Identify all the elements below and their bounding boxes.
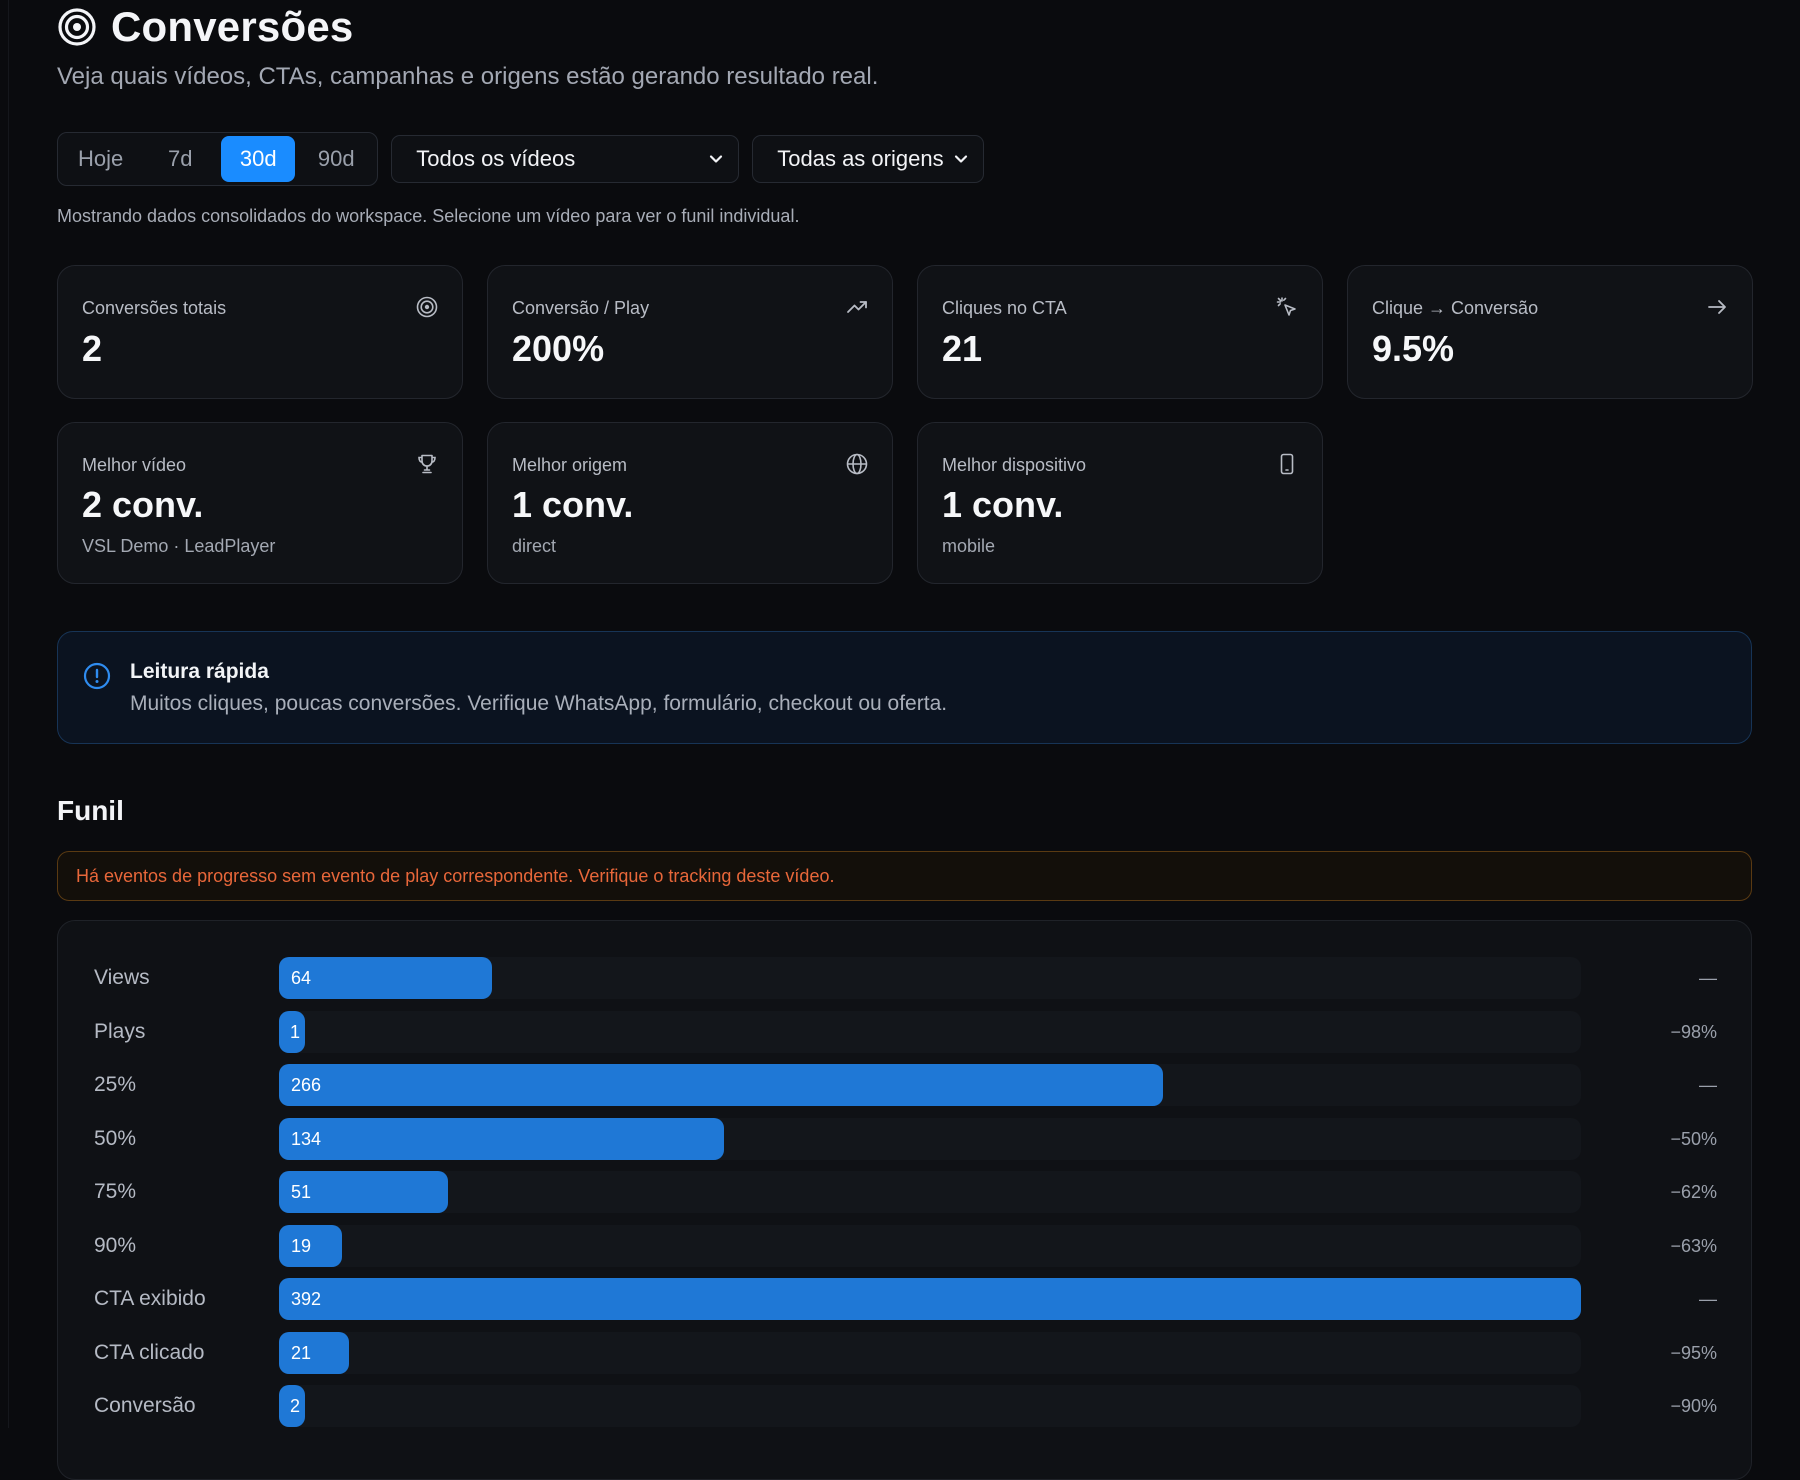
best-value: 1 conv. xyxy=(512,484,634,525)
funnel-stage-label: 50% xyxy=(94,1126,137,1150)
stat-card-total-conversions: Conversões totais 2 xyxy=(57,265,463,399)
stat-label: Conversões totais xyxy=(82,298,227,318)
funnel-bar: 392 xyxy=(279,1278,1581,1320)
trending-up-icon xyxy=(847,301,867,313)
funnel-chart: Views 64 — Plays 1 −98% 25% 266 — 50% 134 −50% 75% 51… xyxy=(57,920,1752,1480)
target-icon xyxy=(57,7,97,47)
video-select-value: Todos os vídeos xyxy=(416,146,576,171)
funnel-stage-label: Plays xyxy=(94,1019,146,1043)
best-video-card: Melhor vídeo 2 conv. VSL Demo · LeadPlay… xyxy=(57,422,463,584)
funnel-change: −63% xyxy=(1670,1235,1717,1256)
funnel-stage-label: CTA clicado xyxy=(94,1340,205,1364)
funnel-row: 90% 19 −63% xyxy=(58,1224,1753,1267)
best-detail: direct xyxy=(512,536,557,556)
stat-label: Cliques no CTA xyxy=(942,298,1067,318)
cursor-click-icon xyxy=(1276,297,1296,316)
globe-icon xyxy=(846,453,868,475)
funnel-row: Views 64 — xyxy=(58,957,1753,999)
funnel-bar-track xyxy=(279,1010,1581,1053)
funnel-row: 75% 51 −62% xyxy=(58,1171,1753,1213)
funnel-bar-track xyxy=(279,1171,1581,1213)
left-divider xyxy=(8,0,9,1428)
smartphone-icon xyxy=(1280,453,1294,475)
funnel-bar: 64 xyxy=(279,957,492,999)
funnel-change: — xyxy=(1699,1289,1717,1309)
funnel-title: Funil xyxy=(57,795,124,826)
info-icon xyxy=(83,662,111,690)
funnel-bar: 1 xyxy=(279,1010,305,1053)
period-today-button[interactable]: Hoje xyxy=(78,146,124,171)
quick-read-title: Leitura rápida xyxy=(130,660,269,683)
funnel-change: −98% xyxy=(1670,1021,1717,1042)
period-30d-button[interactable]: 30d xyxy=(221,136,296,182)
funnel-row: 50% 134 −50% xyxy=(58,1117,1753,1160)
funnel-row: 25% 266 — xyxy=(58,1064,1753,1106)
best-label: Melhor vídeo xyxy=(82,455,187,475)
best-detail: mobile xyxy=(942,536,996,556)
best-value: 2 conv. xyxy=(82,484,204,525)
chevron-down-icon xyxy=(710,155,723,163)
quick-read-banner: Leitura rápida Muitos cliques, poucas co… xyxy=(57,631,1752,744)
funnel-row: Plays 1 −98% xyxy=(58,1010,1753,1053)
period-7d-button[interactable]: 7d xyxy=(168,146,193,171)
funnel-stage-label: Conversão xyxy=(94,1394,196,1417)
funnel-bar-track xyxy=(279,1331,1581,1374)
filters-bar: Hoje 7d 30d 90d Todos os vídeos Todas as… xyxy=(57,132,985,186)
funnel-row: Conversão 2 −90% xyxy=(58,1385,1753,1427)
best-value: 1 conv. xyxy=(942,484,1064,525)
funnel-stage-label: 75% xyxy=(94,1180,137,1203)
page-subtitle: Veja quais vídeos, CTAs, campanhas e ori… xyxy=(57,63,879,90)
quick-read-text: Muitos cliques, poucas conversões. Verif… xyxy=(130,692,948,715)
stat-label: Clique → Conversão xyxy=(1372,298,1539,318)
funnel-stage-label: 90% xyxy=(94,1233,137,1257)
stat-value: 21 xyxy=(942,328,983,369)
funnel-bar: 21 xyxy=(279,1331,349,1374)
chevron-down-icon xyxy=(955,155,968,163)
period-selector: Hoje 7d 30d 90d xyxy=(57,132,379,186)
origin-select[interactable]: Todas as origens xyxy=(752,135,985,183)
funnel-change: −62% xyxy=(1670,1182,1717,1202)
funnel-bar: 2 xyxy=(279,1385,305,1427)
funnel-bar: 266 xyxy=(279,1064,1163,1106)
arrow-right-icon xyxy=(1708,300,1726,314)
best-detail: VSL Demo · LeadPlayer xyxy=(82,536,276,556)
video-select[interactable]: Todos os vídeos xyxy=(391,135,740,183)
stat-label: Conversão / Play xyxy=(512,298,650,318)
tracking-warning: Há eventos de progresso sem evento de pl… xyxy=(57,851,1752,901)
trophy-icon xyxy=(418,454,436,474)
funnel-bar-track xyxy=(279,1385,1581,1427)
period-90d-button[interactable]: 90d xyxy=(317,146,355,171)
funnel-change: −95% xyxy=(1670,1342,1717,1363)
funnel-change: −90% xyxy=(1670,1396,1717,1416)
funnel-bar-track xyxy=(279,1224,1581,1267)
target-icon xyxy=(416,296,438,318)
stat-card-cta-clicks: Cliques no CTA 21 xyxy=(917,265,1323,399)
stat-value: 200% xyxy=(512,328,605,369)
funnel-stage-label: CTA exibido xyxy=(94,1287,206,1310)
page-header: Conversões xyxy=(57,2,353,52)
funnel-bar: 19 xyxy=(279,1224,342,1267)
funnel-row: CTA clicado 21 −95% xyxy=(58,1331,1753,1374)
funnel-bar: 51 xyxy=(279,1171,448,1213)
best-device-card: Melhor dispositivo 1 conv. mobile xyxy=(917,422,1323,584)
funnel-stage-label: Views xyxy=(94,966,150,989)
stat-card-click-to-conversion: Clique → Conversão 9.5% xyxy=(1347,265,1753,399)
funnel-stage-label: 25% xyxy=(94,1073,137,1096)
best-origin-card: Melhor origem 1 conv. direct xyxy=(487,422,893,584)
best-label: Melhor origem xyxy=(512,455,628,475)
origin-select-value: Todas as origens xyxy=(777,146,944,171)
funnel-change: — xyxy=(1699,1075,1717,1095)
funnel-change: −50% xyxy=(1670,1128,1717,1149)
stat-card-conversion-per-play: Conversão / Play 200% xyxy=(487,265,893,399)
funnel-bar-track xyxy=(279,957,1581,999)
filter-hint: Mostrando dados consolidados do workspac… xyxy=(57,206,800,226)
funnel-row: CTA exibido 392 — xyxy=(58,1278,1753,1320)
funnel-bar: 134 xyxy=(279,1117,724,1160)
best-label: Melhor dispositivo xyxy=(942,455,1087,475)
page-title: Conversões xyxy=(111,3,354,50)
funnel-change: — xyxy=(1699,968,1717,988)
stat-value: 9.5% xyxy=(1372,328,1455,369)
stat-value: 2 xyxy=(82,328,103,369)
